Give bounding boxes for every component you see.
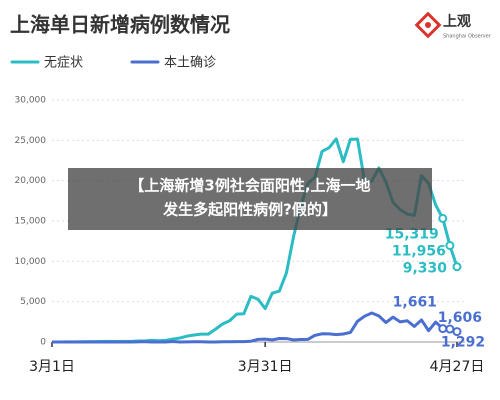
- data-point: [438, 324, 448, 334]
- data-point: [445, 324, 455, 334]
- x-tick-label: 3月1日: [29, 359, 75, 375]
- x-tick-label: 4月27日: [430, 359, 485, 375]
- series-line: [51, 311, 458, 344]
- y-tick-label: 30,000: [15, 96, 47, 106]
- caption-text: 【上海新增3例社会面阳性,上海一地: [129, 177, 370, 195]
- logo-name: 上观: [443, 14, 471, 30]
- data-label: 1,292: [441, 335, 485, 351]
- data-point: [445, 241, 455, 251]
- data-point: [438, 213, 448, 223]
- y-tick-label: 10,000: [15, 257, 47, 267]
- data-label: 1,661: [393, 295, 437, 311]
- y-tick-label: 5,000: [20, 297, 46, 307]
- caption-background: [68, 168, 432, 230]
- data-label: 15,319: [385, 226, 439, 242]
- data-point: [452, 327, 462, 337]
- legend-label: 本土确诊: [164, 56, 216, 71]
- caption-text: 发生多起阳性病例?假的】: [162, 201, 337, 219]
- data-label: 11,956: [392, 244, 446, 260]
- chart-title: 上海单日新增病例数情况: [10, 13, 230, 37]
- legend-label: 无症状: [44, 56, 83, 71]
- logo-dot: [425, 22, 431, 28]
- data-point: [452, 262, 462, 272]
- logo-tagline: Shanghai Observer: [443, 34, 492, 40]
- y-tick-label: 15,000: [15, 217, 47, 227]
- y-tick-label: 0: [40, 338, 46, 348]
- logo: 上观 Shanghai Observer: [414, 11, 492, 40]
- x-tick-label: 3月31日: [238, 359, 293, 375]
- y-tick-label: 25,000: [15, 136, 47, 146]
- y-tick-label: 20,000: [15, 176, 47, 186]
- logo-icon: [414, 11, 442, 39]
- data-label: 1,606: [438, 310, 482, 326]
- data-label: 9,330: [403, 261, 448, 277]
